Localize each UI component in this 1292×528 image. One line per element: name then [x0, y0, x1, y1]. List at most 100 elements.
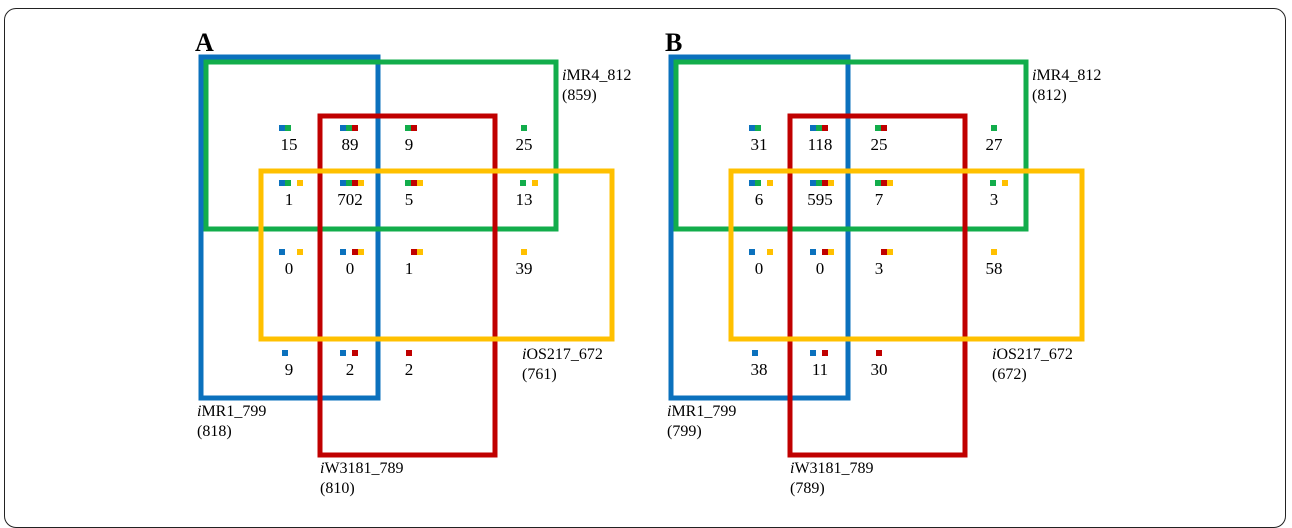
region-value: 9 [285, 360, 294, 379]
marker-ios217-672 [532, 180, 538, 186]
region-count: 39 [516, 249, 533, 278]
region-count: 702 [337, 180, 364, 209]
svg-text:iOS217_672: iOS217_672 [992, 346, 1073, 363]
set-rect-iw3181-789 [317, 113, 498, 458]
region-value: 15 [281, 135, 298, 154]
marker-iw3181-789 [881, 180, 887, 186]
marker-imr4-812 [285, 125, 291, 131]
set-label-count: (818) [197, 423, 232, 440]
svg-text:iMR4_812: iMR4_812 [562, 67, 631, 84]
set-label-prefix: i [667, 403, 671, 420]
region-value: 6 [755, 190, 764, 209]
region-count: 2 [340, 350, 358, 379]
marker-imr4-812 [521, 125, 527, 131]
region-value: 39 [516, 259, 533, 278]
marker-imr1-799 [340, 180, 346, 186]
set-label-imr1-799: iMR1_799 (818) [197, 403, 266, 440]
set-label-name: MR1_799 [671, 403, 736, 420]
marker-imr4-812 [875, 180, 881, 186]
marker-imr1-799 [810, 125, 816, 131]
region-value: 2 [405, 360, 414, 379]
region-value: 0 [285, 259, 294, 278]
marker-imr1-799 [810, 350, 816, 356]
region-count: 25 [516, 125, 533, 154]
marker-iw3181-789 [352, 350, 358, 356]
set-rect-iw3181-789 [787, 113, 968, 458]
region-value: 25 [871, 135, 888, 154]
region-value: 13 [516, 190, 533, 209]
set-label-ios217-672: iOS217_672 (672) [992, 346, 1073, 383]
set-label-name: OS217_672 [526, 346, 602, 363]
region-value: 7 [875, 190, 884, 209]
region-count: 1 [405, 249, 423, 278]
marker-imr1-799 [340, 350, 346, 356]
region-count: 30 [871, 350, 888, 379]
marker-ios217-672 [828, 180, 834, 186]
region-count: 0 [810, 249, 834, 278]
region-count: 7 [875, 180, 893, 209]
set-label-iw3181-789: iW3181_789 (810) [320, 460, 404, 497]
region-value: 38 [751, 360, 768, 379]
marker-imr1-799 [749, 125, 755, 131]
marker-imr1-799 [810, 180, 816, 186]
region-value: 9 [405, 135, 414, 154]
set-label-count: (799) [667, 423, 702, 440]
set-label-prefix: i [790, 460, 794, 477]
marker-ios217-672 [417, 180, 423, 186]
marker-ios217-672 [297, 249, 303, 255]
marker-imr4-812 [405, 125, 411, 131]
marker-ios217-672 [297, 180, 303, 186]
marker-imr1-799 [752, 350, 758, 356]
set-label-prefix: i [522, 346, 526, 363]
marker-iw3181-789 [411, 180, 417, 186]
region-value: 0 [816, 259, 825, 278]
svg-text:iMR4_812: iMR4_812 [1032, 67, 1101, 84]
svg-text:iW3181_789: iW3181_789 [790, 460, 874, 477]
set-label-name: W3181_789 [794, 460, 873, 477]
set-rect-imr4-812 [673, 59, 1029, 232]
panel-letter: A [195, 28, 214, 57]
set-label-imr4-812: iMR4_812 (812) [1032, 67, 1101, 104]
set-label-iw3181-789: iW3181_789 (789) [790, 460, 874, 497]
figure: A 15 89 9 25 1 702 5 13 0 0 1 39 9 2 2 iMR1_799 (818) iMR4… [4, 8, 1286, 528]
marker-imr1-799 [749, 180, 755, 186]
region-value: 11 [812, 360, 828, 379]
set-label-prefix: i [562, 67, 566, 84]
svg-text:iW3181_789: iW3181_789 [320, 460, 404, 477]
region-count: 13 [516, 180, 538, 209]
marker-ios217-672 [358, 249, 364, 255]
marker-imr1-799 [340, 125, 346, 131]
region-value: 3 [875, 259, 884, 278]
marker-ios217-672 [828, 249, 834, 255]
marker-iw3181-789 [822, 249, 828, 255]
marker-ios217-672 [767, 249, 773, 255]
region-value: 118 [808, 135, 833, 154]
region-count: 9 [405, 125, 417, 154]
set-label-prefix: i [320, 460, 324, 477]
marker-imr1-799 [279, 125, 285, 131]
marker-imr4-812 [875, 125, 881, 131]
region-count: 9 [282, 350, 293, 379]
region-count: 0 [340, 249, 364, 278]
set-label-name: MR1_799 [201, 403, 266, 420]
marker-imr1-799 [279, 180, 285, 186]
set-label-ios217-672: iOS217_672 (761) [522, 346, 603, 383]
set-label-name: MR4_812 [566, 67, 631, 84]
set-label-count: (761) [522, 366, 557, 383]
region-count: 38 [751, 350, 768, 379]
set-rect-imr4-812 [203, 59, 559, 232]
region-count: 11 [810, 350, 828, 379]
region-count: 58 [986, 249, 1003, 278]
region-value: 2 [346, 360, 355, 379]
set-label-imr4-812: iMR4_812 (859) [562, 67, 631, 104]
region-value: 27 [986, 135, 1004, 154]
region-count: 89 [340, 125, 359, 154]
set-label-name: OS217_672 [996, 346, 1072, 363]
marker-imr4-812 [346, 180, 352, 186]
marker-iw3181-789 [411, 125, 417, 131]
marker-iw3181-789 [352, 125, 358, 131]
marker-iw3181-789 [822, 350, 828, 356]
svg-text:iOS217_672: iOS217_672 [522, 346, 603, 363]
marker-imr4-812 [990, 180, 996, 186]
